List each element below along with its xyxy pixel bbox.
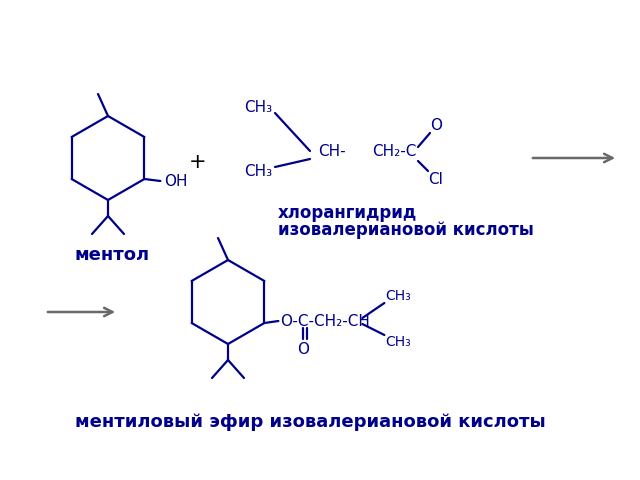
Text: ментиловый эфир изовалериановой кислоты: ментиловый эфир изовалериановой кислоты (75, 413, 545, 431)
Text: ментол: ментол (75, 246, 150, 264)
Text: CH₃: CH₃ (385, 289, 412, 303)
Text: OH: OH (164, 173, 188, 189)
Text: O-C-CH₂-CH: O-C-CH₂-CH (280, 313, 371, 328)
Text: изовалериановой кислоты: изовалериановой кислоты (278, 221, 534, 239)
Text: CH₃: CH₃ (385, 335, 412, 349)
Text: CH₃: CH₃ (244, 165, 272, 180)
Text: +: + (189, 152, 207, 172)
Text: CH-: CH- (318, 144, 346, 158)
Text: CH₃: CH₃ (244, 100, 272, 116)
Text: Cl: Cl (429, 171, 444, 187)
Text: O: O (298, 341, 309, 357)
Text: O: O (430, 118, 442, 132)
Text: хлорангидрид: хлорангидрид (278, 204, 417, 222)
Text: CH₂-C: CH₂-C (372, 144, 417, 158)
